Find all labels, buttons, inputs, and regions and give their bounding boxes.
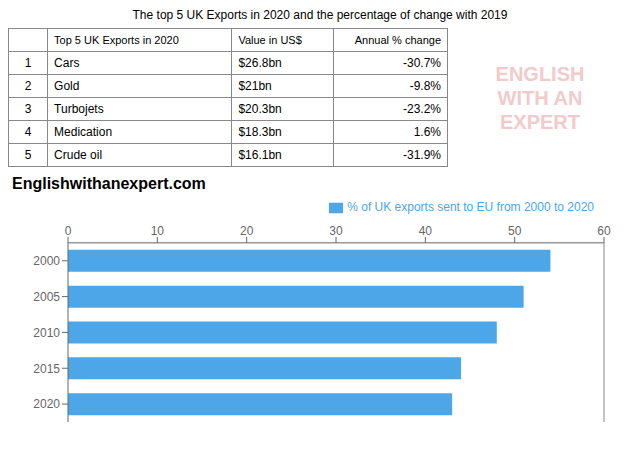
svg-text:40: 40 xyxy=(419,224,433,238)
html-text:-9.8%: -9.8% xyxy=(409,79,441,93)
html-text:% of UK exports sent to EU fro: % of UK exports sent to EU from 2000 to … xyxy=(347,200,594,214)
html-text:Top 5 UK Exports in 2020: Top 5 UK Exports in 2020 xyxy=(54,34,179,46)
svg-text:30: 30 xyxy=(329,224,343,238)
html-text:Value in US$: Value in US$ xyxy=(238,34,302,46)
svg-text:0: 0 xyxy=(65,224,72,238)
html-text:Turbojets: Turbojets xyxy=(54,102,104,116)
html-text:ENGLISH WITH AN EXPERT: ENGLISH WITH AN EXPERT xyxy=(495,62,585,133)
html-text:-31.9%: -31.9% xyxy=(403,148,441,162)
html-text:$18.3bn: $18.3bn xyxy=(238,125,282,139)
html-text:Englishwithanexpert.com: Englishwithanexpert.com xyxy=(12,175,206,192)
svg-text:50: 50 xyxy=(508,224,522,238)
html-text:1.6%: 1.6% xyxy=(413,125,441,139)
html-text:$26.8bn: $26.8bn xyxy=(238,56,282,70)
svg-text:2000: 2000 xyxy=(33,254,60,268)
html-text:5: 5 xyxy=(24,148,32,162)
html-text:-23.2%: -23.2% xyxy=(403,102,441,116)
html-text:The top 5 UK Exports in 2020 a: The top 5 UK Exports in 2020 and the per… xyxy=(132,8,508,22)
html-text:$21bn: $21bn xyxy=(238,79,272,93)
html-text:1: 1 xyxy=(24,56,32,70)
html-text:$20.3bn: $20.3bn xyxy=(238,102,282,116)
html-text:Medication: Medication xyxy=(54,125,113,139)
svg-text:2020: 2020 xyxy=(33,397,60,411)
html-text:Crude oil: Crude oil xyxy=(54,148,103,162)
html-text:Cars: Cars xyxy=(54,56,80,70)
svg-text:2005: 2005 xyxy=(33,290,60,304)
html-text:Annual % change: Annual % change xyxy=(354,34,441,46)
html-text:2: 2 xyxy=(24,79,32,93)
html-text:-30.7%: -30.7% xyxy=(403,56,441,70)
html-text:4: 4 xyxy=(24,125,32,139)
svg-text:10: 10 xyxy=(151,224,165,238)
html-text:$16.1bn: $16.1bn xyxy=(238,148,282,162)
svg-text:2015: 2015 xyxy=(33,362,60,376)
svg-text:60: 60 xyxy=(597,224,611,238)
svg-text:20: 20 xyxy=(240,224,254,238)
html-text:3: 3 xyxy=(24,102,32,116)
html-text:Gold: Gold xyxy=(54,79,80,93)
svg-text:2010: 2010 xyxy=(33,326,60,340)
